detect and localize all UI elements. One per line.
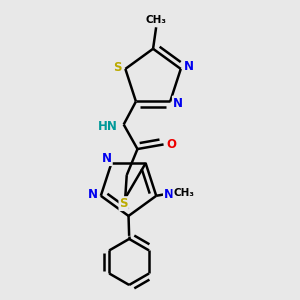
Text: N: N xyxy=(88,188,98,201)
Text: S: S xyxy=(113,61,122,74)
Text: N: N xyxy=(183,60,194,73)
Text: N: N xyxy=(164,188,174,201)
Text: CH₃: CH₃ xyxy=(146,15,167,25)
Text: N: N xyxy=(173,97,183,110)
Text: O: O xyxy=(166,138,176,151)
Text: HN: HN xyxy=(98,119,118,133)
Text: N: N xyxy=(102,152,112,165)
Text: S: S xyxy=(119,197,128,210)
Text: CH₃: CH₃ xyxy=(173,188,194,198)
